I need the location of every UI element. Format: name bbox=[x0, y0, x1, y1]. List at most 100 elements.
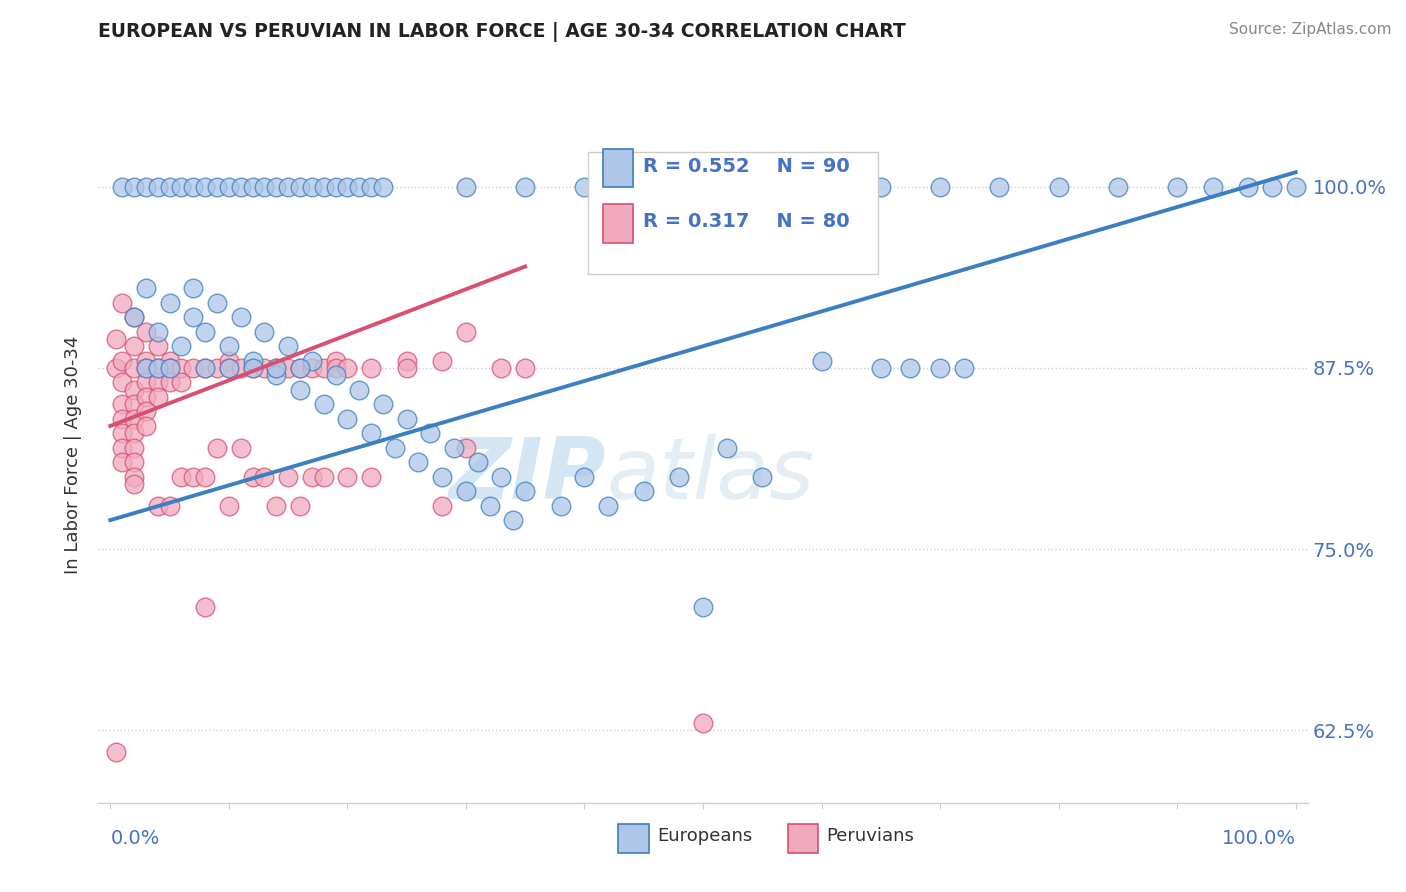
Point bbox=[159, 361, 181, 376]
Point bbox=[135, 353, 157, 368]
Point bbox=[325, 353, 347, 368]
Point bbox=[122, 426, 145, 441]
Y-axis label: In Labor Force | Age 30-34: In Labor Force | Age 30-34 bbox=[65, 335, 83, 574]
Point bbox=[105, 361, 128, 376]
Point bbox=[135, 281, 157, 295]
Point bbox=[264, 368, 287, 383]
Point bbox=[146, 361, 169, 376]
Text: R = 0.317    N = 80: R = 0.317 N = 80 bbox=[643, 212, 849, 231]
Text: EUROPEAN VS PERUVIAN IN LABOR FORCE | AGE 30-34 CORRELATION CHART: EUROPEAN VS PERUVIAN IN LABOR FORCE | AG… bbox=[98, 22, 907, 42]
Point bbox=[384, 441, 406, 455]
Point bbox=[111, 353, 134, 368]
Point bbox=[181, 361, 204, 376]
Point bbox=[122, 339, 145, 353]
Point bbox=[288, 361, 311, 376]
Point bbox=[194, 179, 217, 194]
Point bbox=[467, 455, 489, 469]
Point bbox=[574, 469, 596, 483]
Point bbox=[242, 469, 264, 483]
Point bbox=[325, 179, 347, 194]
Point bbox=[122, 310, 145, 325]
Point bbox=[491, 469, 513, 483]
Point bbox=[194, 600, 217, 615]
Point bbox=[159, 353, 181, 368]
Point bbox=[253, 361, 276, 376]
Point bbox=[312, 179, 335, 194]
Point bbox=[111, 179, 134, 194]
Point bbox=[301, 179, 323, 194]
Point bbox=[360, 179, 382, 194]
Point bbox=[454, 325, 477, 339]
Point bbox=[218, 499, 240, 513]
Point bbox=[146, 339, 169, 353]
Point bbox=[432, 499, 454, 513]
Point bbox=[264, 179, 287, 194]
Text: Source: ZipAtlas.com: Source: ZipAtlas.com bbox=[1229, 22, 1392, 37]
Point bbox=[111, 397, 134, 411]
Point bbox=[253, 469, 276, 483]
Point bbox=[1202, 179, 1225, 194]
Point bbox=[264, 361, 287, 376]
Point bbox=[751, 469, 773, 483]
Point bbox=[111, 455, 134, 469]
Point bbox=[111, 441, 134, 455]
Point bbox=[194, 469, 217, 483]
Point bbox=[122, 469, 145, 483]
Point bbox=[122, 310, 145, 325]
Point bbox=[633, 484, 655, 499]
Point bbox=[242, 353, 264, 368]
Point bbox=[869, 179, 891, 194]
Point bbox=[395, 411, 418, 425]
Point bbox=[288, 179, 311, 194]
Point bbox=[205, 179, 228, 194]
Point bbox=[432, 353, 454, 368]
Point bbox=[242, 361, 264, 376]
FancyBboxPatch shape bbox=[588, 153, 879, 274]
Point bbox=[454, 441, 477, 455]
Point bbox=[122, 441, 145, 455]
Point bbox=[454, 484, 477, 499]
Point bbox=[218, 179, 240, 194]
Point bbox=[205, 295, 228, 310]
Point bbox=[312, 397, 335, 411]
Text: Europeans: Europeans bbox=[657, 827, 752, 846]
Point bbox=[395, 353, 418, 368]
Point bbox=[135, 361, 157, 376]
Point bbox=[277, 339, 299, 353]
Point bbox=[146, 376, 169, 390]
Bar bbox=[603, 149, 633, 187]
Point bbox=[301, 361, 323, 376]
Point bbox=[668, 469, 690, 483]
Point bbox=[264, 499, 287, 513]
Point bbox=[159, 499, 181, 513]
Point bbox=[419, 426, 441, 441]
Point bbox=[408, 455, 430, 469]
Point bbox=[122, 477, 145, 491]
Point bbox=[515, 484, 537, 499]
Point bbox=[194, 325, 217, 339]
Point bbox=[135, 361, 157, 376]
Point bbox=[277, 469, 299, 483]
Point bbox=[205, 361, 228, 376]
Point bbox=[146, 325, 169, 339]
Point bbox=[929, 361, 952, 376]
Point bbox=[111, 411, 134, 425]
Point bbox=[229, 310, 252, 325]
Point bbox=[716, 441, 738, 455]
Text: 0.0%: 0.0% bbox=[110, 829, 160, 848]
Point bbox=[478, 499, 501, 513]
Point bbox=[159, 295, 181, 310]
Point bbox=[432, 469, 454, 483]
Point bbox=[347, 383, 370, 397]
Point bbox=[301, 469, 323, 483]
Point bbox=[229, 179, 252, 194]
Text: ZIP: ZIP bbox=[449, 434, 606, 517]
Point bbox=[692, 179, 714, 194]
Point bbox=[146, 361, 169, 376]
Point bbox=[1166, 179, 1188, 194]
Point bbox=[218, 339, 240, 353]
Point bbox=[105, 332, 128, 346]
Point bbox=[952, 361, 974, 376]
Point bbox=[170, 179, 193, 194]
Point bbox=[1237, 179, 1260, 194]
